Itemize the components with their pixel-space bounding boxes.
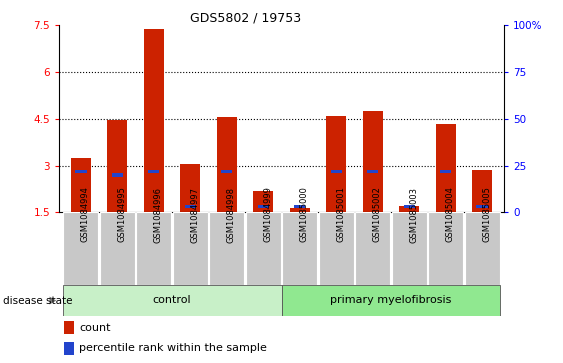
- Text: percentile rank within the sample: percentile rank within the sample: [79, 343, 267, 354]
- Bar: [64, 321, 74, 334]
- Bar: [185, 205, 196, 208]
- Bar: [173, 212, 208, 285]
- Bar: [464, 212, 499, 285]
- Bar: [112, 174, 123, 176]
- Bar: [108, 119, 127, 212]
- Text: GSM1085002: GSM1085002: [373, 187, 382, 242]
- Bar: [62, 285, 282, 316]
- Text: GSM1084997: GSM1084997: [190, 187, 199, 242]
- Text: disease state: disease state: [3, 295, 72, 306]
- Text: GSM1084999: GSM1084999: [263, 187, 272, 242]
- Polygon shape: [50, 297, 56, 305]
- Bar: [294, 205, 305, 208]
- Bar: [363, 111, 383, 212]
- Bar: [136, 212, 171, 285]
- Text: GSM1084995: GSM1084995: [118, 187, 127, 242]
- Bar: [64, 212, 99, 285]
- Title: GDS5802 / 19753: GDS5802 / 19753: [190, 11, 301, 24]
- Text: GSM1084996: GSM1084996: [154, 187, 163, 242]
- Text: GSM1085005: GSM1085005: [482, 187, 491, 242]
- Bar: [392, 212, 427, 285]
- Bar: [209, 212, 244, 285]
- Bar: [404, 205, 414, 208]
- Bar: [144, 29, 164, 212]
- Bar: [330, 170, 342, 173]
- Text: control: control: [153, 295, 191, 305]
- Bar: [290, 208, 310, 212]
- Bar: [355, 212, 390, 285]
- Bar: [217, 117, 237, 212]
- Bar: [282, 212, 317, 285]
- Text: GSM1084998: GSM1084998: [227, 187, 236, 242]
- Bar: [253, 191, 273, 212]
- Bar: [246, 212, 281, 285]
- Bar: [64, 342, 74, 355]
- Bar: [282, 285, 501, 316]
- Text: GSM1085000: GSM1085000: [300, 187, 309, 242]
- Bar: [326, 116, 346, 212]
- Text: primary myelofibrosis: primary myelofibrosis: [330, 295, 452, 305]
- Bar: [428, 212, 463, 285]
- Bar: [180, 164, 200, 212]
- Bar: [367, 170, 378, 173]
- Bar: [436, 123, 455, 212]
- Bar: [221, 170, 233, 173]
- Text: GSM1085004: GSM1085004: [445, 187, 454, 242]
- Bar: [472, 170, 492, 212]
- Bar: [100, 212, 135, 285]
- Bar: [476, 205, 488, 208]
- Text: GSM1085003: GSM1085003: [409, 187, 418, 242]
- Text: GSM1084994: GSM1084994: [81, 187, 90, 242]
- Text: GSM1085001: GSM1085001: [336, 187, 345, 242]
- Bar: [319, 212, 354, 285]
- Bar: [399, 206, 419, 212]
- Bar: [258, 205, 269, 208]
- Bar: [440, 170, 451, 173]
- Bar: [75, 170, 87, 173]
- Bar: [71, 158, 91, 212]
- Bar: [149, 170, 159, 173]
- Text: count: count: [79, 323, 111, 333]
